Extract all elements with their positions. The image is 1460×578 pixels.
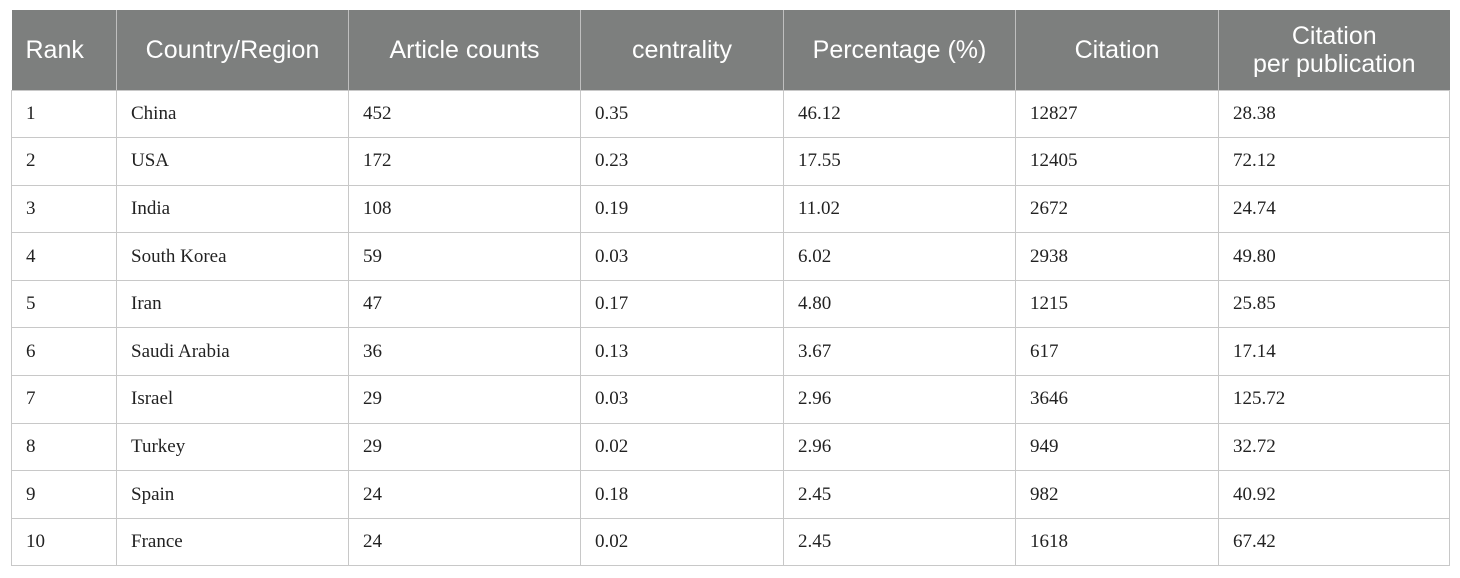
cell-citation: 12827 — [1015, 89, 1219, 139]
table-row: 2 USA 172 0.23 17.55 12405 72.12 — [11, 137, 1450, 186]
cell-percentage: 4.80 — [783, 279, 1016, 329]
cell-country: India — [116, 184, 349, 234]
cell-article-counts: 452 — [348, 89, 581, 139]
cell-citation-per-publication: 32.72 — [1218, 422, 1450, 472]
cell-percentage: 11.02 — [783, 184, 1016, 234]
header-centrality: centrality — [580, 10, 784, 90]
cell-citation-per-publication: 28.38 — [1218, 89, 1450, 139]
cell-article-counts: 172 — [348, 137, 581, 186]
cell-citation-per-publication: 49.80 — [1218, 232, 1450, 281]
cell-rank: 10 — [11, 517, 117, 567]
cell-article-counts: 47 — [348, 279, 581, 329]
cell-article-counts: 24 — [348, 517, 581, 567]
cell-country: Israel — [116, 375, 349, 424]
cell-citation-per-publication: 25.85 — [1218, 279, 1450, 329]
cell-citation-per-publication: 17.14 — [1218, 327, 1450, 377]
cell-citation: 1618 — [1015, 517, 1219, 567]
table-row: 8 Turkey 29 0.02 2.96 949 32.72 — [11, 422, 1450, 472]
cell-centrality: 0.02 — [580, 517, 784, 567]
table-row: 1 China 452 0.35 46.12 12827 28.38 — [11, 89, 1450, 139]
cell-citation: 982 — [1015, 470, 1219, 519]
cell-centrality: 0.13 — [580, 327, 784, 377]
cell-rank: 7 — [11, 375, 117, 424]
table-row: 7 Israel 29 0.03 2.96 3646 125.72 — [11, 375, 1450, 424]
cell-percentage: 3.67 — [783, 327, 1016, 377]
header-country-region: Country/Region — [116, 10, 349, 90]
country-table: Rank Country/Region Article counts centr… — [11, 10, 1450, 567]
cell-percentage: 46.12 — [783, 89, 1016, 139]
table-row: 5 Iran 47 0.17 4.80 1215 25.85 — [11, 279, 1450, 329]
cell-percentage: 2.96 — [783, 375, 1016, 424]
cell-rank: 3 — [11, 184, 117, 234]
cell-rank: 4 — [11, 232, 117, 281]
cell-citation: 2672 — [1015, 184, 1219, 234]
cell-article-counts: 29 — [348, 422, 581, 472]
cell-percentage: 17.55 — [783, 137, 1016, 186]
cell-centrality: 0.19 — [580, 184, 784, 234]
cell-citation: 12405 — [1015, 137, 1219, 186]
cell-centrality: 0.02 — [580, 422, 784, 472]
cell-country: Spain — [116, 470, 349, 519]
cell-citation: 2938 — [1015, 232, 1219, 281]
cell-percentage: 6.02 — [783, 232, 1016, 281]
table-body: 1 China 452 0.35 46.12 12827 28.38 2 USA… — [11, 89, 1450, 567]
cell-centrality: 0.17 — [580, 279, 784, 329]
cell-rank: 1 — [11, 89, 117, 139]
table-row: 10 France 24 0.02 2.45 1618 67.42 — [11, 517, 1450, 567]
cell-citation: 1215 — [1015, 279, 1219, 329]
header-article-counts: Article counts — [348, 10, 581, 90]
cell-rank: 2 — [11, 137, 117, 186]
cell-citation: 617 — [1015, 327, 1219, 377]
table-header: Rank Country/Region Article counts centr… — [11, 10, 1450, 90]
cell-rank: 8 — [11, 422, 117, 472]
cell-centrality: 0.23 — [580, 137, 784, 186]
table-row: 4 South Korea 59 0.03 6.02 2938 49.80 — [11, 232, 1450, 281]
header-row: Rank Country/Region Article counts centr… — [11, 10, 1450, 90]
cell-citation-per-publication: 125.72 — [1218, 375, 1450, 424]
cell-citation: 3646 — [1015, 375, 1219, 424]
cell-country: France — [116, 517, 349, 567]
header-percentage: Percentage (%) — [783, 10, 1016, 90]
cell-centrality: 0.18 — [580, 470, 784, 519]
cell-article-counts: 59 — [348, 232, 581, 281]
cell-percentage: 2.96 — [783, 422, 1016, 472]
cell-country: China — [116, 89, 349, 139]
header-rank: Rank — [11, 10, 117, 90]
table-row: 9 Spain 24 0.18 2.45 982 40.92 — [11, 470, 1450, 519]
cell-rank: 5 — [11, 279, 117, 329]
cell-percentage: 2.45 — [783, 517, 1016, 567]
cell-article-counts: 36 — [348, 327, 581, 377]
cell-percentage: 2.45 — [783, 470, 1016, 519]
header-citation-per-publication: Citation per publication — [1218, 10, 1450, 90]
cell-country: Saudi Arabia — [116, 327, 349, 377]
cell-citation-per-publication: 67.42 — [1218, 517, 1450, 567]
cell-article-counts: 108 — [348, 184, 581, 234]
cell-country: Turkey — [116, 422, 349, 472]
table-row: 3 India 108 0.19 11.02 2672 24.74 — [11, 184, 1450, 234]
cell-rank: 9 — [11, 470, 117, 519]
header-citation: Citation — [1015, 10, 1219, 90]
cell-country: South Korea — [116, 232, 349, 281]
table-row: 6 Saudi Arabia 36 0.13 3.67 617 17.14 — [11, 327, 1450, 377]
cell-country: Iran — [116, 279, 349, 329]
cell-citation-per-publication: 24.74 — [1218, 184, 1450, 234]
cell-citation-per-publication: 40.92 — [1218, 470, 1450, 519]
cell-article-counts: 24 — [348, 470, 581, 519]
cell-citation: 949 — [1015, 422, 1219, 472]
cell-country: USA — [116, 137, 349, 186]
cell-centrality: 0.03 — [580, 232, 784, 281]
cell-centrality: 0.03 — [580, 375, 784, 424]
cell-article-counts: 29 — [348, 375, 581, 424]
cell-rank: 6 — [11, 327, 117, 377]
cell-citation-per-publication: 72.12 — [1218, 137, 1450, 186]
cell-centrality: 0.35 — [580, 89, 784, 139]
